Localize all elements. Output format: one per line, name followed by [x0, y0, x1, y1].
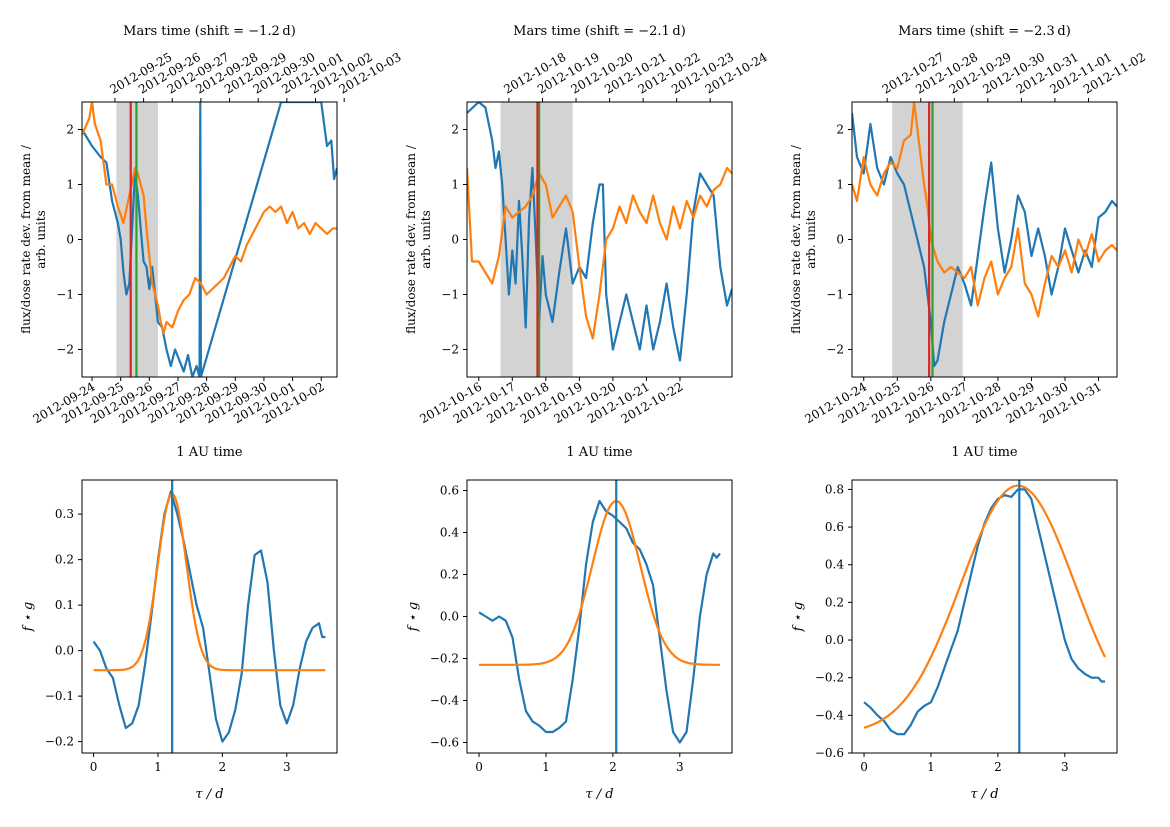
panel-bottom-right: −0.6 −0.4 −0.2 0.0 0.2 0.4 0.6 0.8 0 1 2 3 τ / d f ⋆ … [791, 479, 1118, 802]
y-tick-label: 0.6 [825, 520, 844, 534]
x-tick-label: 3 [1061, 760, 1069, 774]
y-tick-label: −0.2 [815, 671, 844, 685]
y-tick-label: −0.2 [430, 652, 459, 666]
panel-title: Mars time (shift = −2.3 d) [898, 24, 1071, 39]
plot-area [478, 480, 721, 753]
y-tick-label: −1 [441, 288, 459, 302]
y-tick-label: 0.3 [55, 507, 74, 521]
y-tick-label: 0.2 [55, 553, 74, 567]
y-axis-label-line2: arb. units [804, 210, 818, 268]
y-axis-label: f ⋆ g [406, 602, 421, 633]
y-tick-label: 0.2 [440, 568, 459, 582]
axes-frame [81, 479, 338, 754]
plot-area [467, 102, 732, 377]
series-orange-line [82, 102, 337, 335]
x-tick-label: 0 [475, 760, 483, 774]
y-axis-label-line2: arb. units [34, 210, 48, 268]
plot-area [863, 480, 1106, 753]
series-orange-line [479, 500, 720, 666]
y-axis-label-line1: flux/dose rate dev. from mean / [789, 144, 803, 334]
x-tick-label: 3 [676, 760, 684, 774]
y-tick-label: −0.6 [815, 746, 844, 760]
y-tick-label: −0.2 [45, 735, 74, 749]
panel-bottom-middle: −0.6 −0.4 −0.2 0.0 0.2 0.4 0.6 0 1 2 3 τ / d f ⋆ g [406, 479, 733, 802]
y-tick-label: 0.6 [440, 484, 459, 498]
y-axis-label-line1: flux/dose rate dev. from mean / [19, 144, 33, 334]
series-orange-line [852, 102, 1117, 318]
y-tick-label: 1 [836, 178, 844, 192]
y-axis-label-line1: flux/dose rate dev. from mean / [404, 144, 418, 334]
series-orange-line [93, 492, 326, 672]
axes-frame [851, 101, 1118, 378]
y-tick-label: −1 [56, 288, 74, 302]
y-tick-label: 0.8 [825, 482, 844, 496]
series-orange-line [863, 484, 1106, 729]
y-tick-label: −1 [826, 288, 844, 302]
x-tick-label: 1 [927, 760, 935, 774]
y-tick-label: −2 [56, 343, 74, 357]
x-axis-label: 1 AU time [176, 445, 243, 460]
y-tick-label: −2 [441, 343, 459, 357]
x-axis-label: τ / d [195, 787, 223, 802]
panel-title: Mars time (shift = −2.1 d) [513, 24, 686, 39]
panel-bottom-left: −0.2 −0.1 0.0 0.1 0.2 0.3 0 1 2 3 τ / d f ⋆ g [21, 479, 338, 802]
x-axis-label: 1 AU time [951, 445, 1018, 460]
y-tick-label: 2 [66, 123, 74, 137]
y-tick-label: 0.1 [55, 598, 74, 612]
y-tick-label: 0 [66, 233, 74, 247]
series-orange-line [467, 166, 732, 340]
panel-top-right: −2−10122012-10-242012-10-252012-10-26201… [789, 24, 1148, 460]
x-tick-label: 3 [283, 760, 291, 774]
y-tick-label: 0.4 [440, 526, 459, 540]
y-tick-label: 2 [451, 123, 459, 137]
plot-area [92, 480, 326, 753]
series-blue-line [478, 499, 721, 744]
y-tick-label: 0 [451, 233, 459, 247]
x-axis-label: 1 AU time [566, 445, 633, 460]
y-tick-label: 1 [451, 178, 459, 192]
panel-top-left: −2−10122012-09-242012-09-252012-09-26201… [19, 24, 404, 460]
plot-area [852, 102, 1117, 377]
y-axis-label: f ⋆ g [791, 602, 806, 633]
y-tick-label: −0.6 [430, 736, 459, 750]
axes-frame [466, 479, 733, 754]
y-tick-label: 0.0 [440, 610, 459, 624]
plot-area [82, 102, 337, 377]
y-tick-label: 1 [66, 178, 74, 192]
panel-top-middle: −2−10122012-10-162012-10-172012-10-18201… [404, 24, 770, 460]
y-tick-label: −0.4 [815, 708, 845, 722]
panel-title: Mars time (shift = −1.2 d) [123, 24, 296, 39]
y-tick-label: 2 [836, 123, 844, 137]
series-blue-line [852, 112, 1117, 368]
y-tick-label: −0.1 [45, 689, 74, 703]
x-tick-label: 1 [542, 760, 550, 774]
y-tick-label: 0.4 [825, 558, 844, 572]
y-tick-label: 0 [836, 233, 844, 247]
x-axis-label: τ / d [970, 787, 998, 802]
y-tick-label: −0.4 [430, 694, 460, 708]
y-tick-label: 0.0 [55, 644, 74, 658]
y-tick-label: −2 [826, 343, 844, 357]
x-tick-label: 0 [860, 760, 868, 774]
y-axis-label-line2: arb. units [419, 210, 433, 268]
shaded-span [892, 102, 963, 377]
y-tick-label: 0.2 [825, 595, 844, 609]
series-blue-line [82, 102, 337, 377]
x-tick-label: 2 [609, 760, 617, 774]
series-blue-line [92, 490, 326, 743]
y-axis-label: f ⋆ g [21, 602, 36, 633]
x-axis-label: τ / d [585, 787, 613, 802]
x-tick-label: 2 [994, 760, 1002, 774]
x-tick-label: 0 [90, 760, 98, 774]
y-tick-label: 0.0 [825, 633, 844, 647]
axes-frame [851, 479, 1118, 754]
x-tick-label: 2 [219, 760, 227, 774]
x-tick-label: 1 [154, 760, 162, 774]
